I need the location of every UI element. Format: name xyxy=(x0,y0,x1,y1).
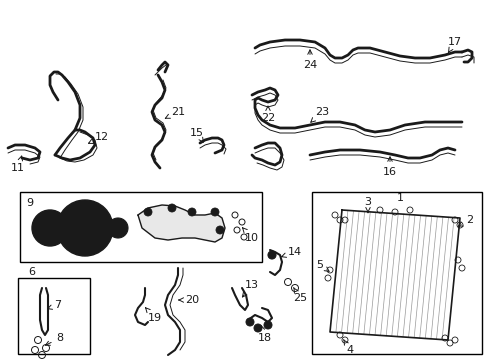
Circle shape xyxy=(187,208,196,216)
Circle shape xyxy=(168,204,176,212)
Text: 16: 16 xyxy=(382,157,396,177)
Text: 2: 2 xyxy=(457,215,472,226)
Circle shape xyxy=(40,218,60,238)
Circle shape xyxy=(245,318,253,326)
Text: 7: 7 xyxy=(47,300,61,310)
Circle shape xyxy=(57,200,113,256)
Circle shape xyxy=(216,226,224,234)
Text: 25: 25 xyxy=(292,288,306,303)
Polygon shape xyxy=(138,205,224,242)
Text: 19: 19 xyxy=(145,308,162,323)
Circle shape xyxy=(77,220,93,236)
Bar xyxy=(18,278,90,354)
Text: 18: 18 xyxy=(257,326,271,343)
Circle shape xyxy=(253,324,262,332)
Text: 5: 5 xyxy=(316,260,328,271)
Text: 6: 6 xyxy=(28,267,36,277)
Bar xyxy=(20,192,262,262)
Text: 9: 9 xyxy=(26,198,34,208)
Text: 24: 24 xyxy=(302,50,317,70)
Polygon shape xyxy=(329,210,459,340)
Text: 17: 17 xyxy=(447,37,461,52)
Text: 12: 12 xyxy=(88,132,109,144)
Text: 13: 13 xyxy=(242,280,259,297)
Text: 20: 20 xyxy=(179,295,199,305)
Circle shape xyxy=(70,213,100,243)
Circle shape xyxy=(63,206,107,250)
Circle shape xyxy=(264,321,271,329)
Text: 10: 10 xyxy=(242,228,259,243)
Text: 23: 23 xyxy=(310,107,328,122)
Text: 22: 22 xyxy=(260,106,275,123)
Circle shape xyxy=(108,218,128,238)
Circle shape xyxy=(143,208,152,216)
Circle shape xyxy=(32,210,68,246)
Text: 14: 14 xyxy=(281,247,302,257)
Bar xyxy=(311,192,481,354)
Text: 15: 15 xyxy=(190,128,203,142)
Text: 4: 4 xyxy=(343,340,353,355)
Text: 1: 1 xyxy=(396,193,403,203)
Text: 21: 21 xyxy=(165,107,184,118)
Circle shape xyxy=(210,208,219,216)
Circle shape xyxy=(267,251,275,259)
Text: 8: 8 xyxy=(45,333,63,345)
Text: 3: 3 xyxy=(364,197,371,213)
Text: 11: 11 xyxy=(11,156,25,173)
